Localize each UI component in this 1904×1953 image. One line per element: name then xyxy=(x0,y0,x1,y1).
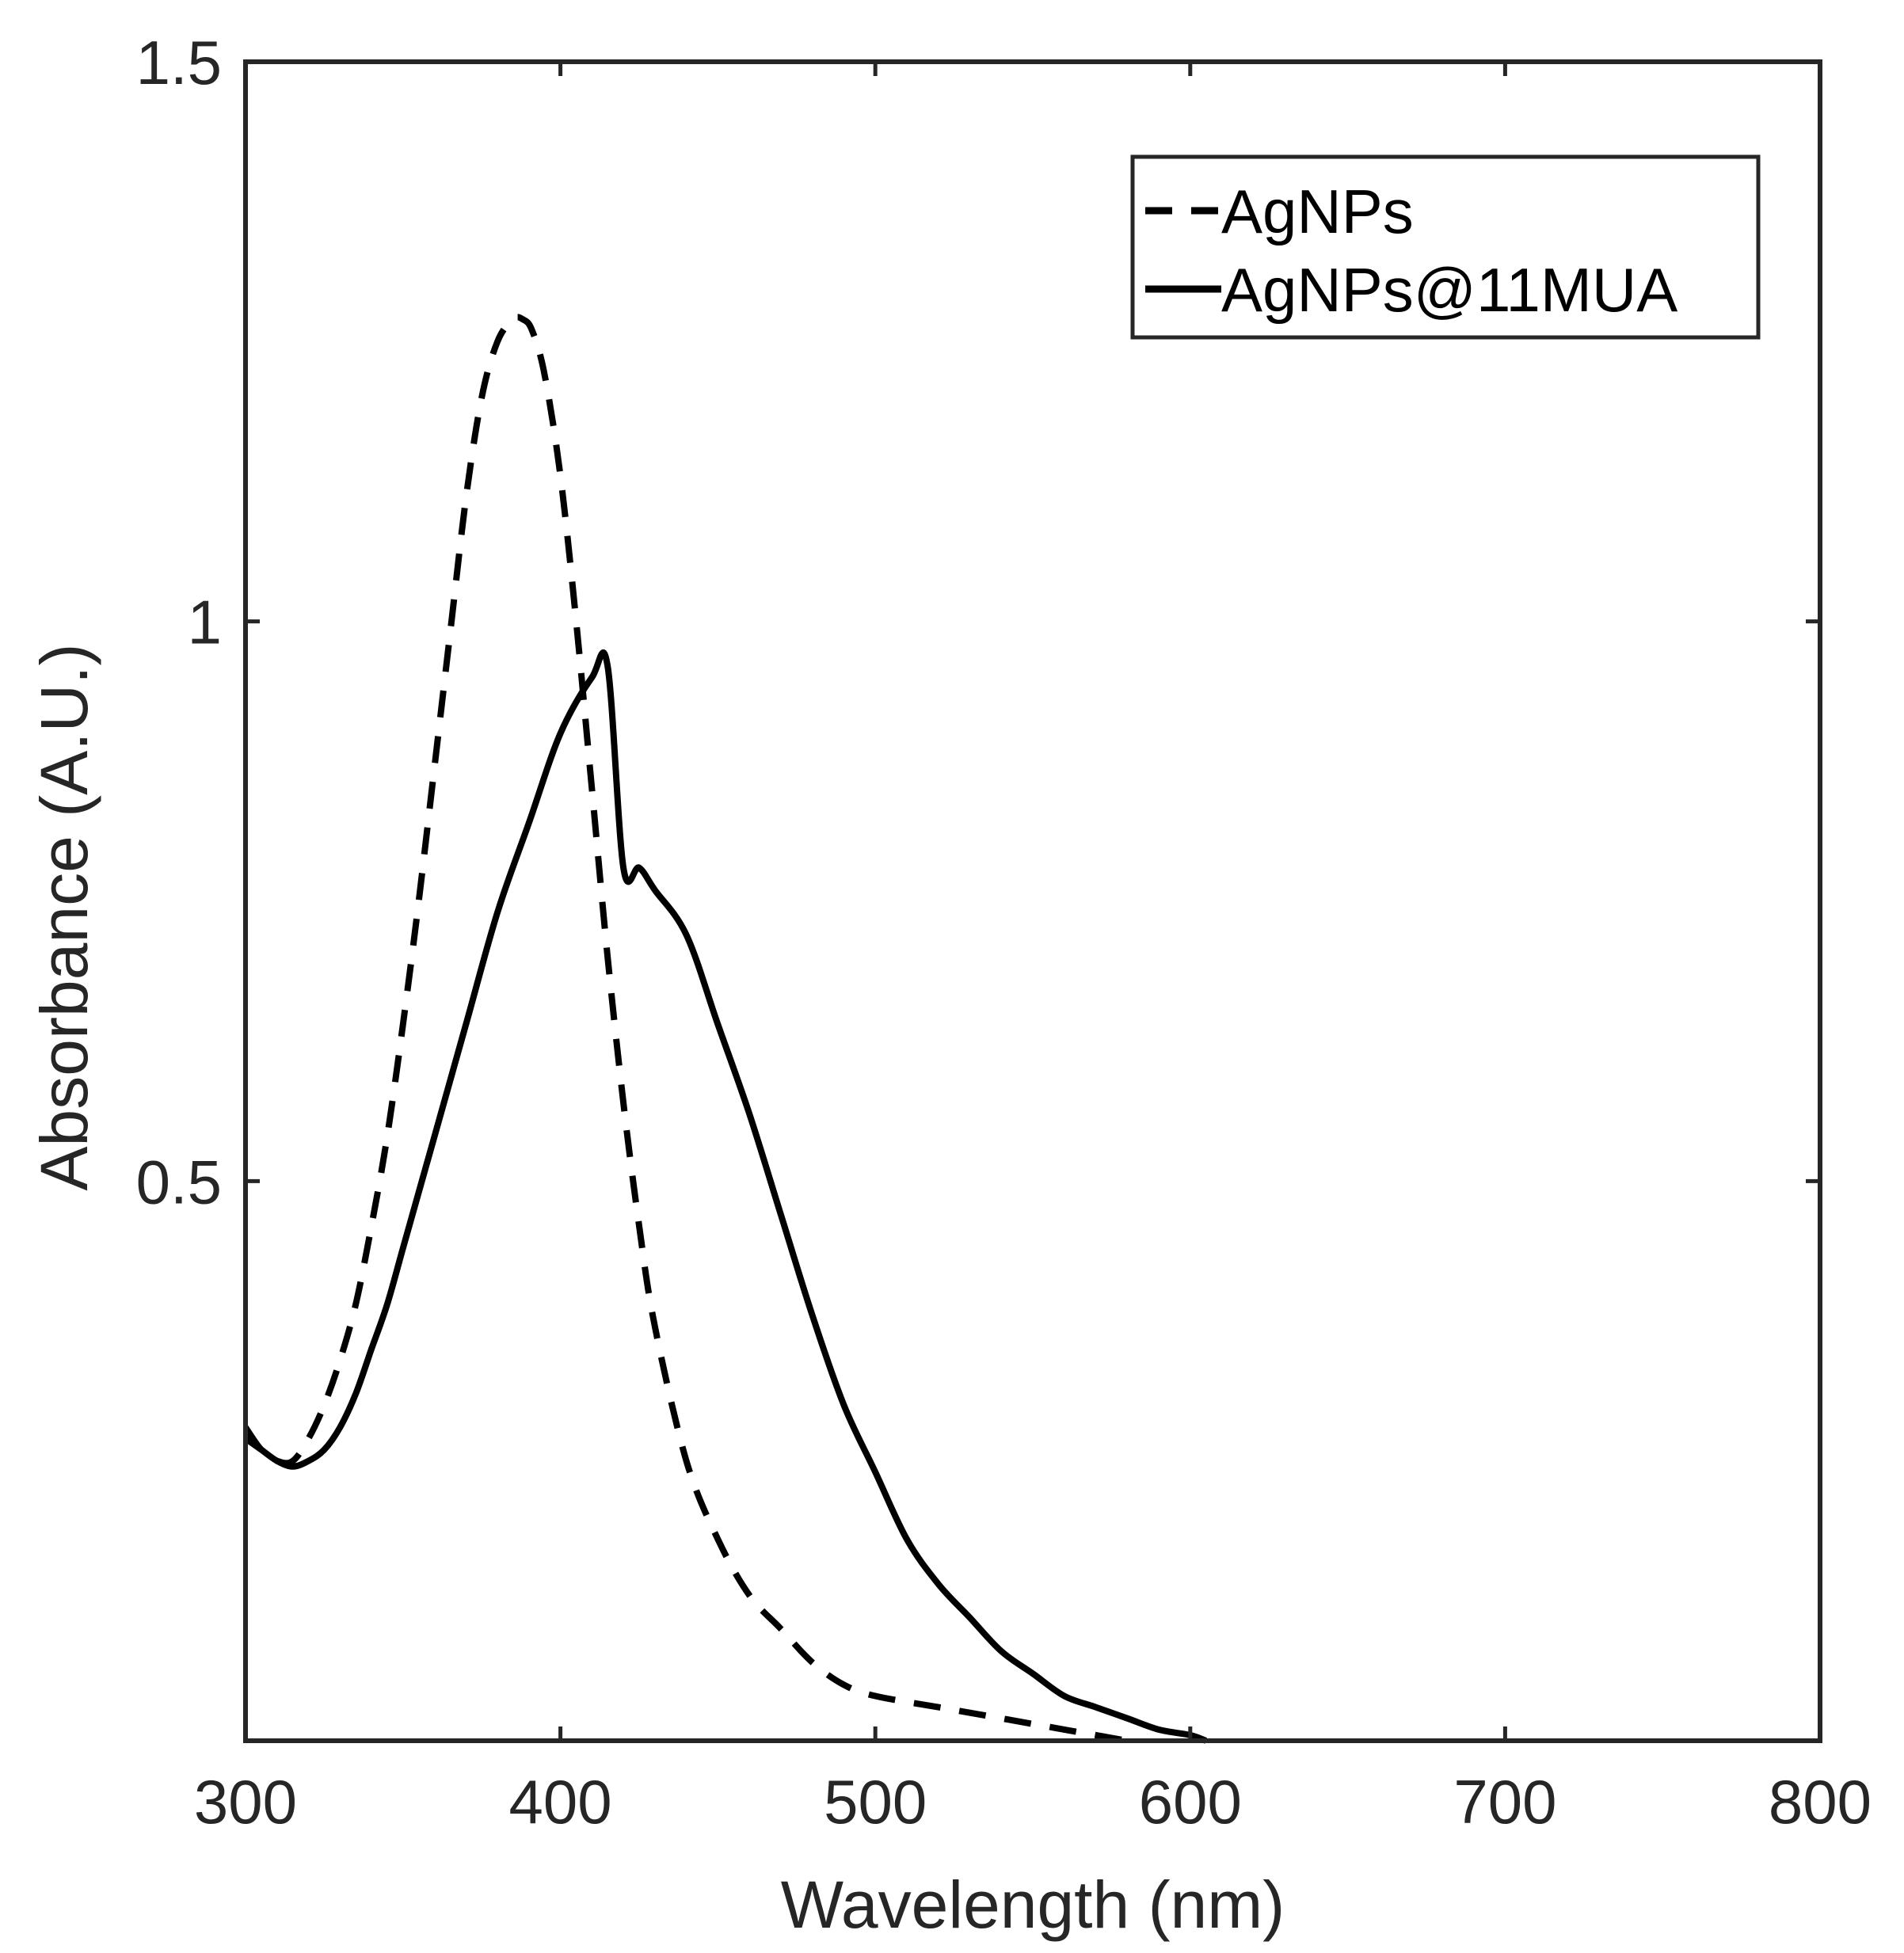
axis-ticks xyxy=(243,59,1822,1741)
x-tick-label: 500 xyxy=(824,1767,927,1837)
legend-box xyxy=(1130,154,1761,340)
plot-frame xyxy=(243,59,1822,1743)
plot-lines xyxy=(242,314,1208,1744)
y-tick-label: 1 xyxy=(188,588,222,657)
tick-labels: 300 400 500 600 700 800 0.5 1 1.5 xyxy=(136,28,1872,1837)
x-tick-label: 800 xyxy=(1769,1767,1872,1837)
legend: AgNPs AgNPs@11MUA xyxy=(1130,154,1761,340)
x-axis-label: Wavelength (nm) xyxy=(781,1867,1285,1942)
x-tick-label: 300 xyxy=(194,1767,297,1837)
y-tick-label: 0.5 xyxy=(136,1147,222,1216)
series-line-agnps-11mua xyxy=(243,649,1208,1744)
legend-label-agnps: AgNPs xyxy=(1221,177,1414,246)
x-tick-label: 600 xyxy=(1139,1767,1242,1837)
legend-label-agnps-11mua: AgNPs@11MUA xyxy=(1221,255,1677,325)
y-tick-label: 1.5 xyxy=(136,28,222,97)
x-tick-label: 400 xyxy=(509,1767,612,1837)
series-line-agnps xyxy=(242,314,1129,1744)
x-tick-label: 700 xyxy=(1453,1767,1556,1837)
y-axis-label: Absorbance (A.U.) xyxy=(27,644,101,1191)
